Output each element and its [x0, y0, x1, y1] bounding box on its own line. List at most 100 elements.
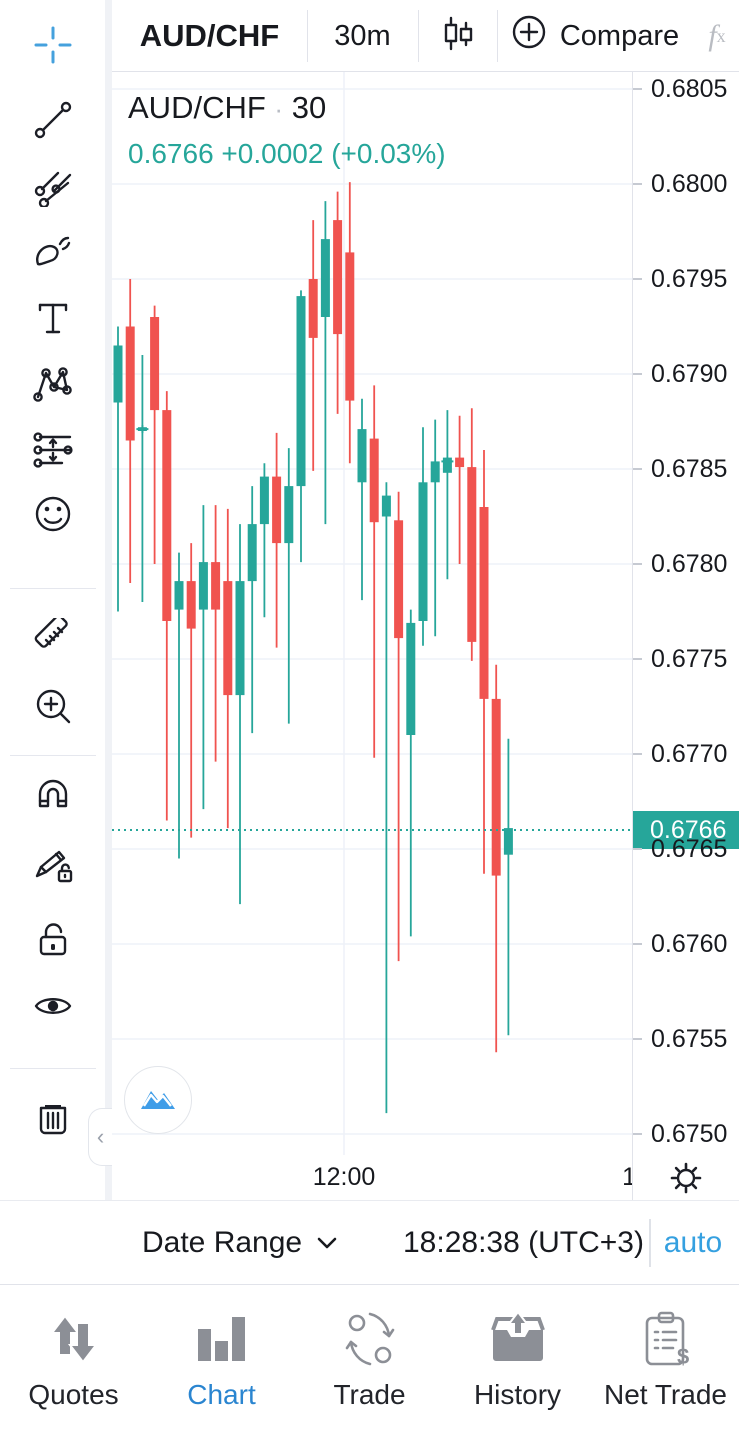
- legend-symbol: AUD/CHF: [128, 90, 266, 125]
- chart-icon: [190, 1303, 254, 1375]
- legend-price-change: 0.6766 +0.0002 (+0.03%): [128, 138, 446, 169]
- lock-all-button[interactable]: [32, 919, 74, 961]
- chart-legend[interactable]: AUD/CHF · 30 0.6766 +0.0002 (+0.03%): [128, 90, 446, 169]
- price-tick-label: 0.6760: [651, 930, 728, 958]
- price-axis[interactable]: 0.6766 0.6805 0.6800 0.6795 0.6790 0.6785 0.6…: [632, 72, 739, 1155]
- zoom-in-tool-button[interactable]: [32, 685, 74, 727]
- nav-history[interactable]: History: [444, 1285, 591, 1443]
- crosshair-icon: [34, 26, 72, 64]
- date-range-button[interactable]: Date Range: [142, 1201, 338, 1284]
- projection-icon: [33, 432, 73, 468]
- price-tick-dash: [633, 563, 642, 565]
- xabcd-pattern-tool-button[interactable]: [32, 363, 74, 405]
- time-tick-label: 12:00: [312, 1163, 376, 1191]
- divider: [10, 755, 96, 756]
- price-tick-dash: [633, 468, 642, 470]
- time-tick-label: 18: [622, 1163, 632, 1191]
- net-trade-icon: $: [633, 1303, 699, 1375]
- divider: [307, 10, 308, 62]
- mountain-logo-icon: [141, 1091, 175, 1109]
- price-tick-label: 0.6770: [651, 740, 728, 768]
- price-tick-label: 0.6795: [651, 265, 728, 293]
- chevron-down-icon: [317, 1237, 337, 1248]
- fx-icon: f: [708, 19, 717, 52]
- magnet-icon: [38, 779, 68, 808]
- nav-chart[interactable]: Chart: [148, 1285, 295, 1443]
- nav-net-trade[interactable]: $ Net Trade: [592, 1285, 739, 1443]
- brush-tool-button[interactable]: [32, 231, 74, 273]
- auto-scale-button[interactable]: auto: [663, 1225, 723, 1259]
- divider: [418, 10, 419, 62]
- chevron-left-icon: ‹: [96, 1124, 105, 1149]
- pencil-lock-icon: [35, 850, 73, 883]
- price-tick-dash: [633, 88, 642, 90]
- price-tick-label: 0.6755: [651, 1025, 728, 1053]
- nav-trade[interactable]: Trade: [296, 1285, 443, 1443]
- projection-tool-button[interactable]: [32, 429, 74, 471]
- nav-quotes[interactable]: Quotes: [0, 1285, 147, 1443]
- symbol-button[interactable]: AUD/CHF: [139, 18, 280, 53]
- server-clock[interactable]: 18:28:38 (UTC+3): [403, 1225, 644, 1259]
- time-axis[interactable]: 12:00 18: [112, 1155, 632, 1200]
- price-tick-label: 0.6775: [651, 645, 728, 673]
- magnet-mode-button[interactable]: [32, 776, 74, 818]
- gear-icon: [670, 1162, 702, 1193]
- current-price-badge: 0.6766: [633, 811, 739, 849]
- price-tick-label: 0.6785: [651, 455, 728, 483]
- price-tick-dash: [633, 848, 642, 850]
- divider: [10, 1068, 96, 1069]
- price-tick-label: 0.6800: [651, 170, 728, 198]
- provider-logo[interactable]: [124, 1066, 192, 1134]
- emoji-icon: [35, 496, 71, 532]
- hide-drawings-button[interactable]: [32, 985, 74, 1027]
- bottom-navigation: Quotes Chart: [0, 1285, 739, 1443]
- divider: [649, 1219, 651, 1267]
- toolbar-gutter: [105, 0, 112, 1285]
- divider: [497, 10, 498, 62]
- channel-tool-button[interactable]: [32, 165, 74, 207]
- compare-label: Compare: [559, 19, 680, 52]
- xabcd-pattern-icon: [33, 367, 72, 402]
- brush-icon: [36, 236, 71, 266]
- crosshair-tool-button[interactable]: [32, 24, 74, 66]
- price-tick-label: 0.6780: [651, 550, 728, 578]
- interval-button[interactable]: 30m: [334, 19, 391, 52]
- price-tick-dash: [633, 373, 642, 375]
- compare-button[interactable]: Compare: [497, 0, 692, 72]
- price-tick-dash: [633, 943, 642, 945]
- chart-area[interactable]: AUD/CHF · 30 0.6766 +0.0002 (+0.03%): [112, 72, 632, 1155]
- plus-circle-icon: [510, 13, 548, 59]
- measure-tool-button[interactable]: [32, 618, 74, 660]
- price-tick-dash: [633, 658, 642, 660]
- unlock-icon: [39, 923, 67, 956]
- remove-drawings-button[interactable]: [32, 1097, 74, 1139]
- text-icon: [38, 303, 68, 334]
- top-bar: AUD/CHF 30m Compare: [0, 0, 739, 72]
- collapse-toolbar-handle[interactable]: ‹: [88, 1108, 112, 1166]
- legend-interval: 30: [291, 90, 327, 125]
- magnifier-plus-icon: [36, 689, 71, 724]
- text-tool-button[interactable]: [32, 297, 74, 339]
- ruler-icon: [34, 618, 68, 648]
- price-tick-dash: [633, 183, 642, 185]
- price-tick-dash: [633, 753, 642, 755]
- price-tick-dash: [633, 1133, 642, 1135]
- divider: [105, 71, 739, 72]
- svg-text:$: $: [677, 1344, 689, 1369]
- range-row: Date Range 18:28:38 (UTC+3) auto: [0, 1200, 739, 1285]
- eye-icon: [34, 998, 72, 1014]
- divider: [10, 588, 96, 589]
- drawing-lock-button[interactable]: [32, 845, 74, 887]
- channel-icon: [34, 171, 72, 207]
- drawing-toolbar: [0, 0, 105, 1285]
- trend-line-tool-button[interactable]: [32, 99, 74, 141]
- chart-settings-cell[interactable]: [632, 1155, 739, 1200]
- emoji-tool-button[interactable]: [32, 493, 74, 535]
- chart-style-button[interactable]: [418, 0, 497, 72]
- candlestick-plot: [112, 72, 632, 1155]
- candlestick-style-icon: [436, 12, 480, 61]
- trade-icon: [337, 1303, 403, 1375]
- price-tick-dash: [633, 1038, 642, 1040]
